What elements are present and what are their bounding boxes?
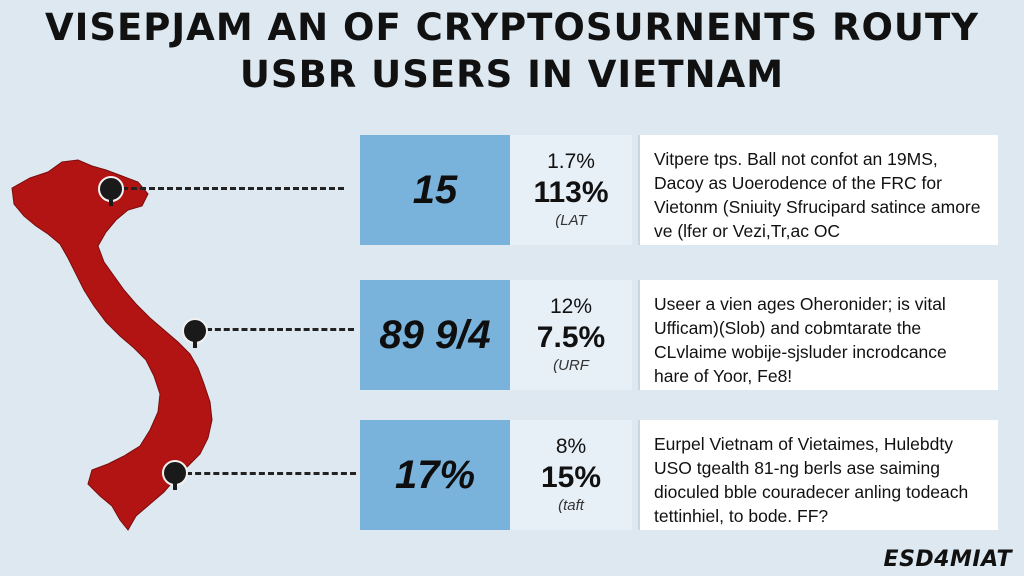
stat-row: 89 9/4 12% 7.5% (URF Useer a vien ages O… — [360, 280, 998, 390]
percent-column: 8% 15% (taft — [510, 420, 632, 530]
map-pin-icon — [182, 318, 208, 348]
row-description: Vitpere tps. Ball not confot an 19MS, Da… — [638, 135, 998, 245]
percent-secondary: 7.5% — [536, 321, 606, 354]
brand-logo: ESD4MIAT — [883, 547, 1012, 572]
percent-secondary: 15% — [540, 461, 602, 494]
title-line-2: USBR USERS IN VIETNAM — [239, 53, 785, 96]
percent-note: (taft — [558, 497, 584, 514]
stat-row: 15 1.7% 113% (LAT Vitpere tps. Ball not … — [360, 135, 998, 245]
map-pin-icon — [98, 176, 124, 206]
page-title: VISEPJAM AN OF CRYPTOSURNENTS ROUTY USBR… — [0, 4, 1024, 98]
percent-note: (LAT — [555, 212, 587, 229]
connector-line-2 — [206, 328, 354, 331]
stat-value: 89 9/4 — [360, 280, 510, 390]
percent-primary: 1.7% — [547, 150, 595, 173]
stat-row: 17% 8% 15% (taft Eurpel Vietnam of Vieta… — [360, 420, 998, 530]
stat-value: 15 — [360, 135, 510, 245]
vietnam-map — [11, 159, 213, 531]
percent-note: (URF — [553, 357, 589, 374]
percent-primary: 12% — [549, 295, 593, 318]
percent-primary: 8% — [555, 435, 587, 458]
connector-line-3 — [186, 472, 356, 475]
connector-line-1 — [122, 187, 344, 190]
row-description: Eurpel Vietnam of Vietaimes, Hulebdty US… — [638, 420, 998, 530]
row-description: Useer a vien ages Oheronider; is vital U… — [638, 280, 998, 390]
percent-column: 1.7% 113% (LAT — [510, 135, 632, 245]
map-pin-icon — [162, 460, 188, 490]
title-line-1: VISEPJAM AN OF CRYPTOSURNENTS ROUTY — [44, 6, 980, 49]
percent-column: 12% 7.5% (URF — [510, 280, 632, 390]
percent-secondary: 113% — [533, 176, 609, 209]
stat-value: 17% — [360, 420, 510, 530]
